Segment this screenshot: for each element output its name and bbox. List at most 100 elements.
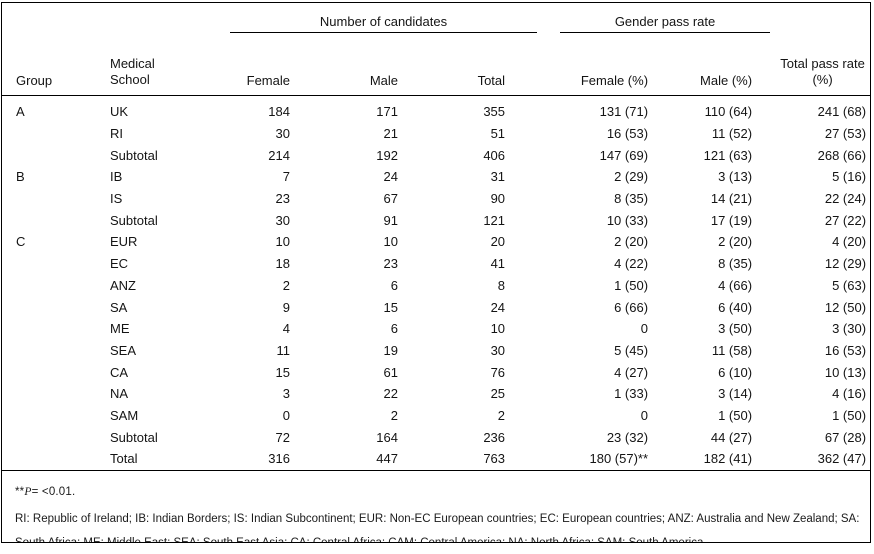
cell-male: 61	[383, 364, 398, 380]
cell-group	[2, 426, 94, 448]
cell-school: IB	[110, 169, 123, 185]
cell-female-pct: 5 (45)	[614, 342, 649, 358]
cell-school: Subtotal	[110, 147, 158, 163]
cell-male: 10	[383, 234, 398, 250]
table-body: A UK 184 171 355 131 (71) 110 (64) 241 (68) RI 30…	[2, 96, 870, 470]
cell-group	[2, 318, 94, 340]
table-row: CA 15 61 76 4 (27) 6 (10) 10 (13)	[2, 361, 870, 383]
column-header-total: Total	[440, 33, 548, 96]
cell-male: 67	[383, 191, 398, 207]
cell-male-pct: 3 (14)	[718, 386, 753, 402]
cell-total: 41	[490, 256, 506, 272]
cell-female-pct: 8 (35)	[614, 191, 649, 207]
spanner-candidates-label: Number of candidates	[230, 15, 538, 33]
cell-school: EC	[110, 256, 129, 272]
cell-female: 4	[282, 321, 290, 337]
cell-female-pct: 0	[640, 407, 649, 423]
cell-total: 121	[483, 212, 506, 228]
cell-total: 24	[490, 299, 506, 315]
cell-female-pct: 147 (69)	[599, 147, 649, 163]
cell-group	[2, 209, 94, 231]
cell-school: RI	[110, 126, 123, 142]
cell-total-pct: 67 (28)	[824, 429, 867, 445]
cell-school: NA	[110, 386, 129, 402]
table-row: Subtotal 30 91 121 10 (33) 17 (19) 27 (22)	[2, 209, 870, 231]
column-header-medical-school: Medical School	[94, 33, 230, 96]
cell-total: 8	[497, 277, 506, 293]
column-header-male-pct: Male (%)	[677, 33, 778, 96]
cell-male: 24	[383, 169, 398, 185]
cell-total-pct: 241 (68)	[817, 104, 867, 120]
cell-female-pct: 4 (22)	[614, 256, 649, 272]
cell-group	[2, 340, 94, 362]
total-pass-rate-line1: Total pass rate	[780, 56, 865, 71]
cell-school: Total	[110, 451, 138, 467]
pass-rate-table: Number of candidates Gender pass rate Gr…	[2, 3, 870, 470]
cell-female-pct: 23 (32)	[606, 429, 649, 445]
cell-female-pct: 16 (53)	[606, 126, 649, 142]
cell-total-pct: 27 (53)	[824, 126, 867, 142]
cell-total-pct: 362 (47)	[817, 451, 867, 467]
cell-male: 447	[376, 451, 398, 467]
cell-group	[2, 405, 94, 427]
cell-female: 0	[282, 407, 290, 423]
cell-total-pct: 27 (22)	[824, 212, 867, 228]
cell-female: 30	[275, 126, 290, 142]
p-symbol: P	[24, 485, 32, 498]
column-header-row: Group Medical School Female Male Total F…	[2, 33, 870, 96]
cell-school: EUR	[110, 234, 138, 250]
cell-total: 51	[490, 126, 506, 142]
cell-total-pct: 10 (13)	[824, 364, 867, 380]
spanner-row: Number of candidates Gender pass rate	[2, 3, 870, 33]
table-row: Subtotal 214 192 406 147 (69) 121 (63) 268 (66…	[2, 144, 870, 166]
cell-male: 6	[390, 321, 398, 337]
cell-group	[2, 275, 94, 297]
cell-female-pct: 2 (29)	[614, 169, 649, 185]
table-header: Number of candidates Gender pass rate Gr…	[2, 3, 870, 96]
cell-total-pct: 12 (29)	[824, 256, 867, 272]
spanner-spacer	[94, 3, 230, 33]
table-row: ME 4 6 10 0 3 (50) 3 (30)	[2, 318, 870, 340]
column-header-male: Male	[332, 33, 440, 96]
cell-school: SEA	[110, 342, 137, 358]
cell-male-pct: 3 (50)	[718, 321, 753, 337]
table-row: B IB 7 24 31 2 (29) 3 (13) 5 (16)	[2, 166, 870, 188]
cell-group	[2, 144, 94, 166]
cell-female-pct: 1 (33)	[614, 386, 649, 402]
cell-female: 184	[268, 104, 290, 120]
cell-school: IS	[110, 191, 123, 207]
cell-school: SAM	[110, 407, 139, 423]
cell-male: 21	[383, 126, 398, 142]
cell-group	[2, 123, 94, 145]
significance-stars: **	[15, 485, 25, 498]
cell-total: 90	[490, 191, 506, 207]
footnotes: **P= <0.01. RI: Republic of Ireland; IB:…	[2, 469, 870, 542]
medical-school-line1: Medical	[110, 56, 155, 71]
cell-male-pct: 8 (35)	[718, 256, 753, 272]
cell-total: 355	[483, 104, 506, 120]
cell-male: 6	[390, 277, 398, 293]
cell-total-pct: 16 (53)	[824, 342, 867, 358]
cell-female-pct: 0	[640, 321, 649, 337]
spanner-gender-pass-rate: Gender pass rate	[547, 3, 777, 33]
cell-group: A	[16, 104, 25, 120]
cell-male: 91	[383, 212, 398, 228]
cell-total: 763	[483, 451, 506, 467]
cell-male-pct: 6 (10)	[718, 364, 753, 380]
table-row: IS 23 67 90 8 (35) 14 (21) 22 (24)	[2, 188, 870, 210]
table-row: SAM 0 2 2 0 1 (50) 1 (50)	[2, 405, 870, 427]
cell-total-pct: 3 (30)	[832, 321, 867, 337]
cell-school: SA	[110, 299, 128, 315]
column-header-total-pass-rate: Total pass rate (%)	[777, 33, 870, 96]
cell-male: 164	[376, 429, 398, 445]
table-row: Total 316 447 763 180 (57)** 182 (41) 362 (47)	[2, 448, 870, 470]
spanner-spacer	[2, 3, 94, 33]
table-row: ANZ 2 6 8 1 (50) 4 (66) 5 (63)	[2, 275, 870, 297]
spanner-number-of-candidates: Number of candidates	[230, 3, 547, 33]
cell-male-pct: 121 (63)	[703, 147, 753, 163]
table-row: NA 3 22 25 1 (33) 3 (14) 4 (16)	[2, 383, 870, 405]
cell-female: 72	[275, 429, 290, 445]
cell-female: 11	[276, 342, 291, 358]
cell-total: 20	[490, 234, 506, 250]
table-row: Subtotal 72 164 236 23 (32) 44 (27) 67 (28)	[2, 426, 870, 448]
